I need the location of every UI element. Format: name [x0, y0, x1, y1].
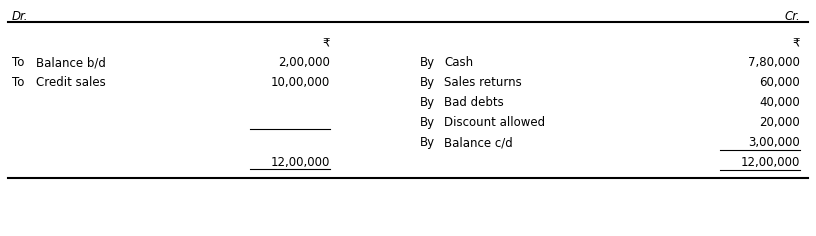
Text: Bad debts: Bad debts — [444, 96, 503, 109]
Text: ₹: ₹ — [322, 38, 330, 51]
Text: 20,000: 20,000 — [759, 116, 800, 129]
Text: By: By — [420, 96, 435, 109]
Text: Balance c/d: Balance c/d — [444, 136, 512, 149]
Text: 12,00,000: 12,00,000 — [271, 156, 330, 169]
Text: 40,000: 40,000 — [759, 96, 800, 109]
Text: Discount allowed: Discount allowed — [444, 116, 545, 129]
Text: Sales returns: Sales returns — [444, 76, 521, 89]
Text: 3,00,000: 3,00,000 — [748, 136, 800, 149]
Text: Cash: Cash — [444, 56, 473, 69]
Text: Credit sales: Credit sales — [36, 76, 106, 89]
Text: 10,00,000: 10,00,000 — [271, 76, 330, 89]
Text: To: To — [12, 56, 24, 69]
Text: 2,00,000: 2,00,000 — [278, 56, 330, 69]
Text: Cr.: Cr. — [784, 10, 800, 23]
Text: 12,00,000: 12,00,000 — [741, 156, 800, 169]
Text: 60,000: 60,000 — [759, 76, 800, 89]
Text: To: To — [12, 76, 24, 89]
Text: By: By — [420, 56, 435, 69]
Text: Dr.: Dr. — [12, 10, 29, 23]
Text: By: By — [420, 136, 435, 149]
Text: ₹: ₹ — [792, 38, 800, 51]
Text: By: By — [420, 76, 435, 89]
Text: 7,80,000: 7,80,000 — [748, 56, 800, 69]
Text: By: By — [420, 116, 435, 129]
Text: Balance b/d: Balance b/d — [36, 56, 106, 69]
